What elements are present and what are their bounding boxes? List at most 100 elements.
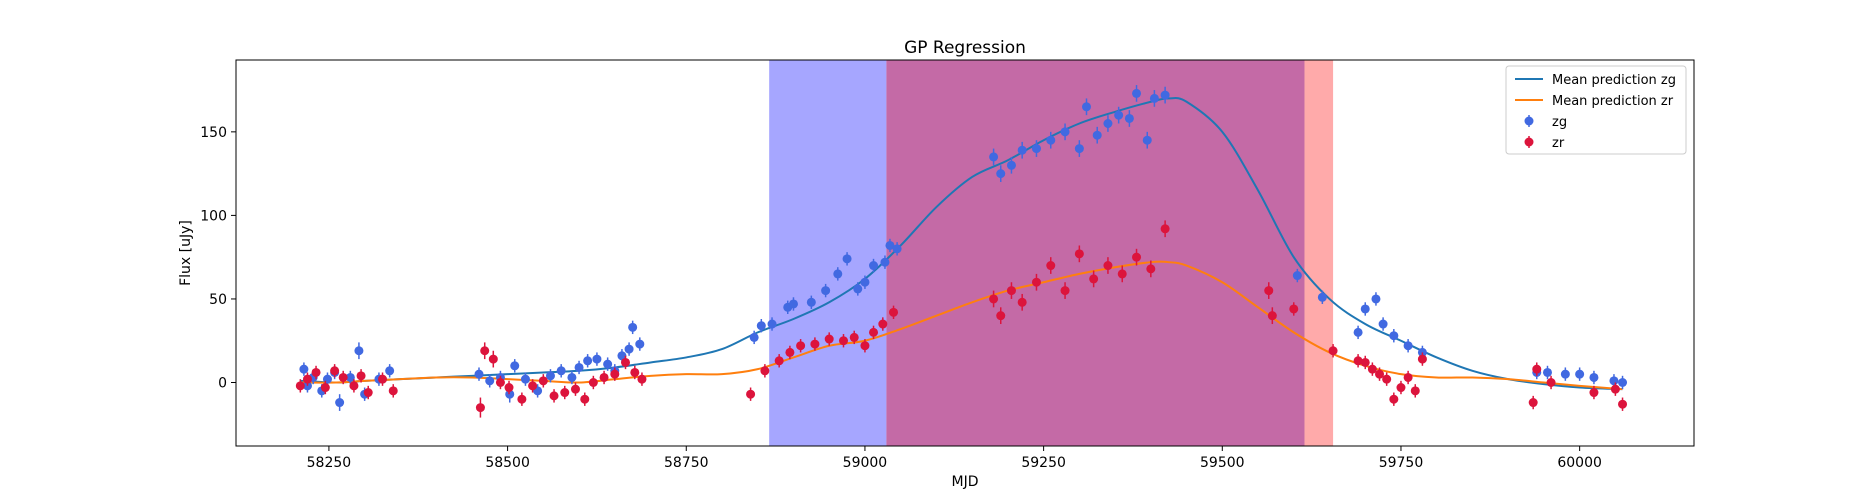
point-zr-70	[1528, 398, 1538, 408]
point-zr-8	[363, 388, 373, 398]
point-zg-77	[1609, 376, 1619, 386]
plot-frame	[235, 59, 1695, 447]
point-zr-75	[1618, 399, 1628, 409]
point-zg-41	[860, 277, 870, 287]
point-zg-78	[1618, 378, 1628, 388]
point-zr-3	[320, 383, 330, 393]
point-zg-40	[853, 284, 863, 294]
point-zr-43	[996, 311, 1006, 321]
legend-marker-3	[1524, 137, 1534, 147]
point-zg-11	[385, 366, 395, 376]
point-zr-9	[378, 374, 388, 384]
point-zr-13	[488, 354, 498, 364]
point-zg-69	[1389, 331, 1399, 341]
point-zr-67	[1403, 372, 1413, 382]
point-zg-43	[880, 257, 890, 267]
legend-label-3: zr	[1552, 136, 1565, 151]
point-zr-48	[1060, 286, 1070, 296]
point-zr-41	[889, 307, 899, 317]
point-zg-28	[624, 344, 634, 354]
point-zg-17	[520, 374, 530, 384]
y-tick-label-0: 0	[218, 376, 227, 392]
point-zg-6	[335, 398, 345, 408]
point-zg-25	[603, 359, 613, 369]
point-zg-21	[567, 372, 577, 382]
point-zr-32	[785, 347, 795, 357]
point-zr-55	[1160, 224, 1170, 234]
point-zr-57	[1267, 311, 1277, 321]
point-zr-31	[774, 356, 784, 366]
point-zr-68	[1410, 386, 1420, 396]
point-zr-34	[810, 339, 820, 349]
point-zr-4	[330, 366, 340, 376]
point-zr-42	[989, 294, 999, 304]
chart-title: GP Regression	[904, 38, 1026, 58]
point-zg-74	[1560, 369, 1570, 379]
point-zr-63	[1375, 369, 1385, 379]
point-zg-65	[1353, 327, 1363, 337]
legend-box	[1505, 65, 1687, 155]
point-zg-32	[756, 321, 766, 331]
point-zg-20	[556, 366, 566, 376]
x-axis-label: MJD	[952, 474, 979, 490]
point-zg-12	[474, 369, 484, 379]
legend-label-1: Mean prediction zr	[1552, 94, 1674, 109]
point-zr-66	[1396, 383, 1406, 393]
point-zg-61	[1149, 93, 1159, 103]
point-zr-21	[570, 384, 580, 394]
point-zg-73	[1542, 367, 1552, 377]
point-zr-18	[538, 376, 548, 386]
point-zr-46	[1031, 277, 1041, 287]
point-zg-54	[1082, 102, 1091, 112]
point-zg-66	[1360, 304, 1370, 314]
point-zg-16	[510, 361, 520, 371]
x-tick-label-59000: 59000	[843, 455, 888, 471]
point-zg-62	[1160, 90, 1170, 100]
x-tick-label-59750: 59750	[1379, 455, 1424, 471]
y-tick-label-50: 50	[209, 292, 227, 308]
point-zr-72	[1546, 378, 1556, 388]
point-zg-58	[1124, 113, 1134, 123]
point-zg-75	[1575, 369, 1585, 379]
point-zr-49	[1074, 249, 1084, 259]
point-zg-70	[1403, 341, 1413, 351]
point-zr-50	[1089, 274, 1099, 284]
point-zg-29	[628, 322, 638, 332]
point-zg-47	[996, 169, 1006, 179]
point-zg-64	[1317, 292, 1327, 302]
point-zr-19	[549, 391, 559, 401]
line-mean-prediction-zr	[300, 260, 1623, 391]
point-zr-45	[1017, 297, 1027, 307]
point-zg-13	[485, 376, 495, 386]
point-zg-22	[574, 362, 584, 372]
point-zr-40	[878, 319, 888, 329]
point-zr-47	[1046, 261, 1056, 271]
x-axis-ticks: 58250 58500 58750 59000 59250 59500 59750 60000	[307, 446, 1602, 471]
point-zg-45	[892, 244, 902, 254]
point-zg-46	[989, 152, 999, 162]
point-zr-7	[356, 371, 366, 381]
observation-points	[295, 85, 1628, 418]
y-tick-label-150: 150	[200, 125, 227, 141]
y-axis-ticks: 0 50 100 150	[200, 125, 236, 392]
point-zr-16	[517, 394, 527, 404]
point-zg-63	[1292, 271, 1302, 281]
highlight-span-0	[769, 60, 887, 446]
point-zr-0	[295, 381, 305, 391]
legend: Mean prediction zg Mean prediction zr zg zr	[1505, 65, 1687, 155]
point-zr-30	[760, 366, 770, 376]
x-tick-label-60000: 60000	[1557, 455, 1602, 471]
point-zr-73	[1589, 388, 1599, 398]
point-zg-23	[583, 356, 593, 366]
point-zg-42	[869, 261, 879, 271]
y-axis-label: Flux [uJy]	[178, 220, 194, 286]
x-tick-label-59250: 59250	[1021, 455, 1066, 471]
point-zr-53	[1132, 252, 1142, 262]
point-zr-14	[495, 378, 505, 388]
point-zg-59	[1132, 88, 1142, 98]
point-zr-5	[338, 372, 348, 382]
mean-prediction-lines	[300, 97, 1623, 391]
point-zr-1	[302, 374, 312, 384]
highlight-span-1	[886, 60, 1305, 446]
